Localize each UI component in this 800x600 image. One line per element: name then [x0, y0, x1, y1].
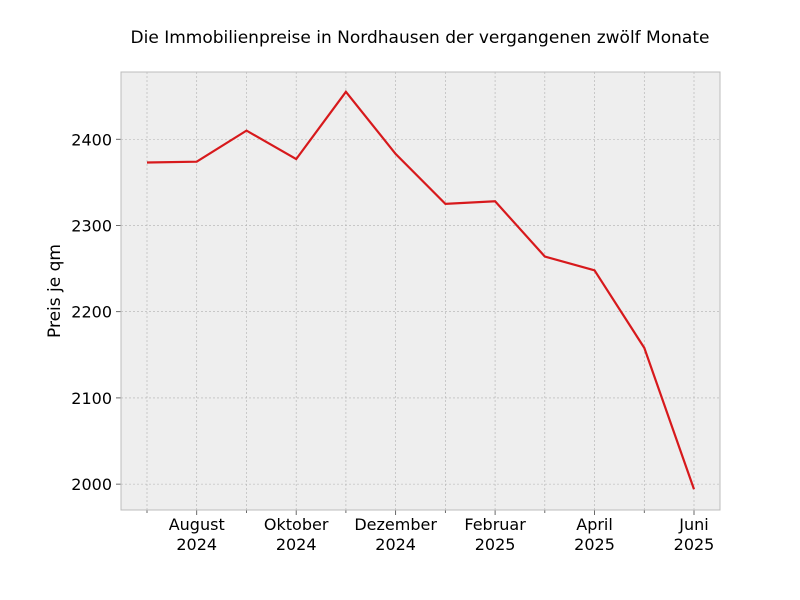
y-tick-label: 2000	[71, 475, 112, 494]
y-axis-label: Preis je qm	[45, 244, 65, 338]
plot-area	[121, 72, 720, 510]
series-line	[146, 89, 696, 490]
series-group	[146, 89, 696, 490]
x-tick-label: Februar 2025	[464, 515, 526, 554]
chart-title: Die Immobilienpreise in Nordhausen der v…	[131, 28, 710, 48]
x-tick-label: Juni 2025	[674, 515, 715, 554]
y-tick-label: 2100	[71, 389, 112, 408]
x-tick-label: Oktober 2024	[264, 515, 329, 554]
y-tick-label: 2300	[71, 216, 112, 235]
x-tick-label: Dezember 2024	[354, 515, 437, 554]
grid-lines	[121, 72, 720, 510]
y-tick-label: 2400	[71, 130, 112, 149]
y-tick-label: 2200	[71, 303, 112, 322]
x-tick-label: April 2025	[574, 515, 615, 554]
axis-ticks: 2000 2100 2200 2300 2400 August 2024 Oktober 202…	[71, 130, 714, 554]
plot-frame	[120, 71, 721, 511]
x-tick-label: August 2024	[169, 515, 225, 554]
